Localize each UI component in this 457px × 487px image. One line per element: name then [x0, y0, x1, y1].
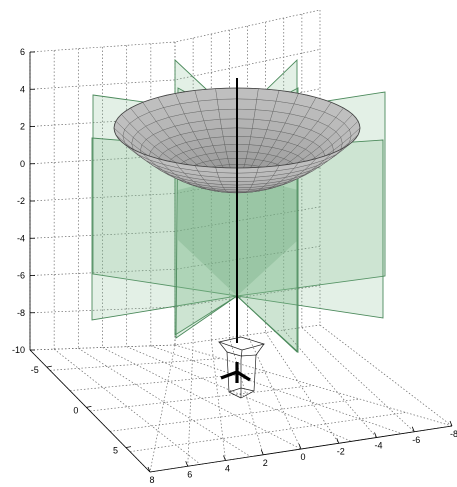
z-tick-label: -10 — [12, 345, 25, 355]
left-tick-label: -5 — [31, 365, 39, 375]
front-tick-label: 8 — [149, 475, 154, 485]
front-tick-mark — [411, 426, 415, 432]
front-tick-mark — [449, 420, 453, 427]
bowl-facet — [206, 128, 224, 139]
floor-gridline — [283, 329, 377, 438]
z-tick-label: -8 — [17, 308, 25, 318]
z-gridline — [29, 324, 321, 351]
left-tick-label: 0 — [73, 405, 78, 415]
bowl-facet — [215, 87, 238, 100]
left-tick-label: 5 — [113, 446, 118, 456]
bowl-facet — [218, 108, 238, 120]
floor-gridline — [150, 345, 402, 434]
front-tick-label: 6 — [187, 469, 192, 479]
floor-gridline — [49, 358, 222, 371]
bowl-facet — [236, 108, 256, 120]
left-tick-mark — [46, 365, 52, 368]
front-tick-label: -6 — [412, 435, 420, 445]
floor-gridline — [126, 346, 352, 442]
floor-gridline — [187, 342, 194, 467]
bowl-layer — [113, 87, 361, 194]
bowl-facet — [218, 177, 238, 182]
left-tick-mark — [125, 446, 132, 448]
floor-gridline — [210, 339, 226, 461]
floor-gridline — [149, 344, 176, 473]
z-tick-label: -2 — [17, 196, 25, 206]
bowl-facet — [236, 177, 256, 182]
bowl-facet — [216, 98, 238, 110]
bowl-facet — [236, 118, 255, 129]
floor-gridline — [301, 327, 415, 433]
bowl-facet — [226, 151, 238, 159]
bowl-facet — [236, 144, 250, 152]
floor-gridline — [109, 398, 360, 432]
floor-gridline — [89, 385, 314, 412]
bowl-rim — [113, 87, 361, 169]
front-tick-label: -2 — [337, 446, 345, 456]
device-edge — [228, 387, 255, 393]
front-tick-mark — [374, 432, 377, 438]
front-tick-mark — [147, 466, 151, 473]
device-marker — [220, 370, 238, 380]
front-tick-label: 4 — [225, 464, 230, 474]
bowl-facet — [203, 119, 222, 130]
bowl-facet — [219, 118, 238, 129]
floor-gridline — [247, 334, 302, 450]
device-edge — [218, 341, 242, 399]
bowl-facet — [224, 144, 238, 152]
bowl-facet — [236, 87, 259, 100]
bowl-facet — [253, 109, 274, 121]
bowl-facet — [236, 151, 248, 159]
front-tick-mark — [185, 461, 189, 467]
bowl-facet — [236, 127, 253, 137]
bowl-facet — [236, 136, 251, 145]
bowl-facet — [227, 158, 238, 165]
z-tick-label: 2 — [20, 122, 25, 132]
device-top — [217, 336, 266, 351]
z-tick-label: -6 — [17, 271, 25, 281]
bowl-facet — [197, 99, 219, 112]
front-tick-mark — [223, 455, 226, 461]
floor-gridline — [265, 332, 340, 444]
floor-gridline — [69, 371, 268, 392]
front-tick-mark — [298, 443, 302, 450]
z-tick-label: 4 — [20, 84, 25, 94]
front-tick-mark — [336, 438, 340, 444]
front-tick-label: 2 — [263, 458, 268, 468]
floor-gridline — [129, 412, 406, 453]
bowl-facet — [236, 172, 258, 178]
front-tick-mark — [260, 449, 264, 455]
bowl-facet — [216, 172, 238, 178]
bowl-facet — [236, 98, 258, 110]
left-tick-mark — [86, 405, 92, 408]
z-tick-label: 0 — [20, 159, 25, 169]
labels-layer: 6 4 2 0 -2 -4 -6 -8 -10 -5 0 5 8 6 4 2 0 -2 -4 -6 -8 — [12, 47, 457, 485]
bowl-facet — [255, 99, 277, 112]
z-tick-label: 6 — [20, 47, 25, 57]
z-gridline — [29, 285, 321, 314]
floor-gridline — [229, 337, 264, 455]
floor-gridline — [319, 324, 453, 427]
device-edge — [240, 349, 243, 398]
device-marker — [236, 370, 251, 382]
floor-gridline — [102, 347, 302, 450]
left-axis-edge — [29, 349, 151, 473]
bowl-facet — [221, 127, 238, 137]
bowl-facet — [200, 109, 221, 121]
front-tick-label: -4 — [374, 441, 382, 451]
bowl-facet — [223, 136, 238, 145]
device-edge — [226, 351, 257, 357]
front-tick-label: 0 — [300, 452, 305, 462]
z-tick-label: -4 — [17, 233, 25, 243]
device-layer — [217, 336, 266, 399]
front-tick-label: -8 — [450, 429, 457, 439]
device-edge — [240, 343, 265, 399]
